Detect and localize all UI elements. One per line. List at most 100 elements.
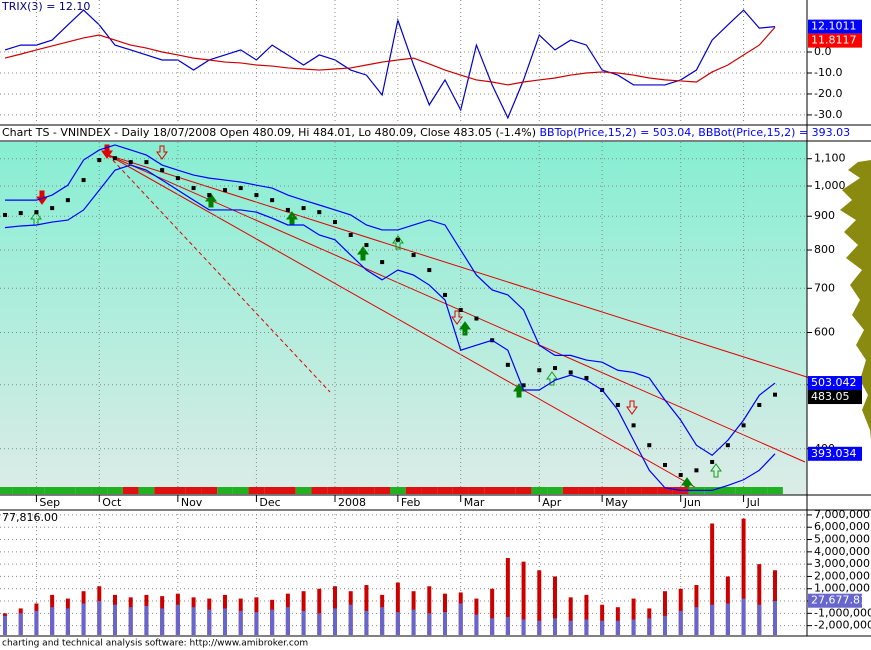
volume-bar <box>97 601 102 635</box>
price-bar <box>553 366 557 371</box>
volume-bar <box>521 561 526 635</box>
buy-arrow <box>459 321 471 336</box>
y-tick-label: 0.0 <box>814 45 832 58</box>
trend-strip <box>138 487 155 494</box>
trend-line <box>107 154 331 393</box>
volume-bar <box>678 610 683 635</box>
header-title: Chart TS - VNINDEX - Daily 18/07/2008 Op… <box>2 126 536 139</box>
series-line <box>4 9 776 120</box>
price-bar <box>364 243 369 248</box>
volume-bar <box>113 604 117 635</box>
trend-strip <box>44 487 60 494</box>
y-tick-label: 700 <box>814 281 835 294</box>
volume-bar <box>427 613 432 635</box>
buy-arrow <box>392 235 404 250</box>
trend-strip <box>767 487 783 494</box>
value-box-label: 393.034 <box>811 447 857 460</box>
volume-bar <box>50 607 55 635</box>
volume-bar <box>443 612 447 635</box>
volume-bar <box>631 619 636 635</box>
pane-title: 77,816.00 <box>2 511 58 524</box>
trend-strip <box>578 487 595 494</box>
price-bar <box>333 220 337 225</box>
volume-bar <box>568 620 573 635</box>
legend-entry: BBTop(Price,15,2) = 503.04, <box>540 126 695 139</box>
y-tick-label: 1,100 <box>814 152 846 165</box>
volume-bar <box>458 603 463 635</box>
series-line <box>5 144 776 457</box>
price-bar <box>223 188 227 193</box>
volume-bar <box>395 582 400 635</box>
price-bar <box>427 268 432 273</box>
volume-bar <box>160 608 165 635</box>
volume-bar <box>474 614 479 635</box>
y-tick-label: 900 <box>814 209 835 222</box>
trend-strip <box>217 487 233 494</box>
sell-arrow <box>626 400 638 415</box>
trend-strip <box>280 487 296 494</box>
x-tick-label: Jul <box>746 496 760 509</box>
trend-strip <box>594 487 610 494</box>
trend-strip <box>421 487 438 494</box>
volume-bar <box>175 604 180 635</box>
value-box-label: 11.8117 <box>811 34 857 47</box>
trend-strip <box>122 487 139 494</box>
value-box <box>808 19 862 34</box>
volume-bar <box>710 523 715 635</box>
sell-arrow <box>36 190 48 205</box>
trend-line <box>107 154 806 463</box>
trend-strip <box>735 487 752 494</box>
trend-strip <box>500 487 516 494</box>
price-bar <box>741 423 746 428</box>
price-bar <box>81 178 86 183</box>
y-tick-label: 7,000,000 <box>814 508 870 521</box>
y-tick-label: 5,000,000 <box>814 533 870 546</box>
trend-strip <box>60 487 76 494</box>
trend-strip <box>107 487 123 494</box>
price-bar <box>678 473 683 478</box>
trend-strip <box>641 487 658 494</box>
volume-bar <box>615 620 620 635</box>
price-bar <box>537 368 542 373</box>
trend-strip <box>28 487 45 494</box>
volume-bar <box>553 576 557 635</box>
x-tick-label: Sep <box>39 496 60 509</box>
volume-bar <box>521 619 526 635</box>
trend-strip <box>405 487 422 494</box>
price-bar <box>631 423 636 428</box>
x-tick-label: May <box>605 496 628 509</box>
price-pane-bg <box>0 142 807 495</box>
price-bar <box>521 383 526 388</box>
volume-bar <box>348 604 353 635</box>
trend-strip <box>515 487 532 494</box>
value-box <box>808 33 862 48</box>
y-tick-label: -2,000,000 <box>814 619 871 632</box>
volume-bar <box>694 607 699 635</box>
signal-arrows <box>30 144 722 492</box>
price-bar <box>34 210 39 215</box>
buy-arrow <box>357 246 369 261</box>
buy-arrow <box>710 463 722 478</box>
volume-bar <box>333 608 337 635</box>
price-bar <box>584 375 589 380</box>
buy-arrow <box>546 371 558 386</box>
price-bar <box>380 260 385 265</box>
price-bar <box>505 362 510 367</box>
trend-strip <box>437 487 453 494</box>
value-box <box>808 390 862 405</box>
y-tick-label: 3,000,000 <box>814 557 870 570</box>
buy-arrow <box>30 211 42 226</box>
price-bar <box>65 198 70 203</box>
y-tick-label: 4,000,000 <box>814 545 870 558</box>
volume-bar <box>710 604 715 635</box>
trend-strip <box>0 487 13 494</box>
value-box-label: 483.05 <box>811 390 850 403</box>
y-tick-label: 800 <box>814 243 835 256</box>
trend-strip <box>327 487 343 494</box>
sell-arrow <box>101 144 113 159</box>
volume-bar <box>537 570 542 635</box>
volume-bar <box>207 609 212 635</box>
buy-arrow <box>205 193 217 208</box>
value-box-label: 503.042 <box>811 376 857 389</box>
y-tick-label: 6,000,000 <box>814 520 870 533</box>
